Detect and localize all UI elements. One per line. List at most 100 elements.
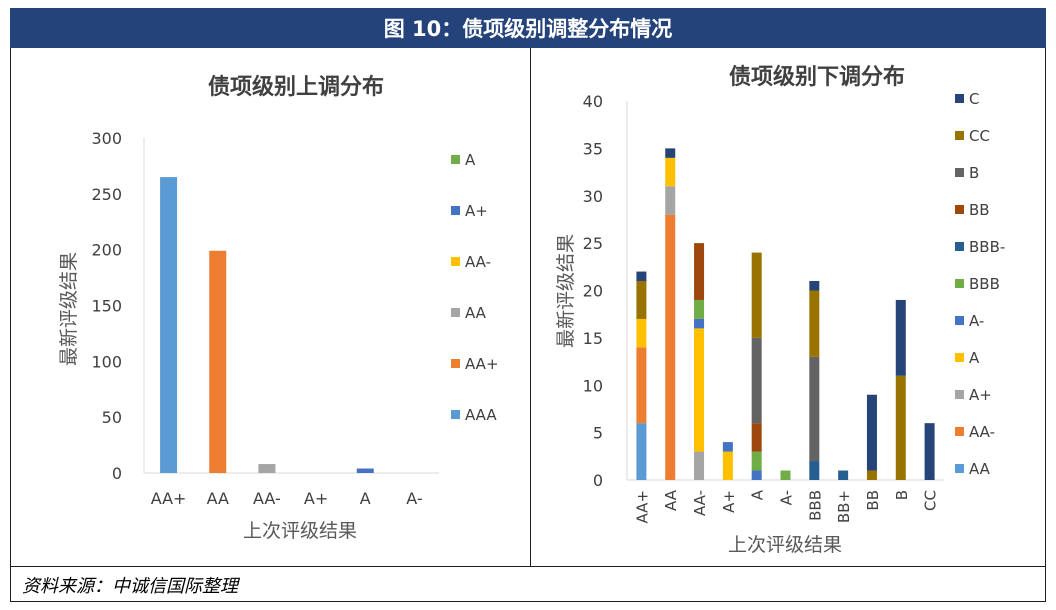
bar-segment — [809, 461, 820, 480]
bar-segment — [809, 356, 820, 462]
bar-segment — [356, 468, 374, 473]
y-tick-label: 50 — [102, 408, 122, 427]
y-axis-title: 最新评级结果 — [58, 252, 80, 366]
bar-segment — [694, 328, 705, 452]
bar-segment — [694, 451, 705, 480]
bar-segment — [636, 318, 647, 348]
legend-swatch — [451, 410, 460, 419]
bar-segment — [751, 451, 762, 471]
panel-divider — [530, 48, 531, 566]
x-tick-label: CC — [922, 490, 940, 511]
legend-swatch — [955, 353, 964, 362]
chart-title: 债项级别上调分布 — [208, 74, 384, 100]
legend-swatch — [955, 390, 964, 399]
x-tick-label: AA — [207, 489, 229, 508]
legend-label: BBB — [969, 275, 1000, 293]
x-tick-label: BB — [864, 490, 882, 511]
bar-segment — [636, 281, 647, 319]
bar-segment — [694, 243, 705, 300]
x-tick-label: A- — [778, 490, 796, 505]
legend-label: AA+ — [465, 355, 499, 373]
x-tick-label: AA- — [253, 489, 281, 508]
legend-label: A+ — [465, 202, 488, 220]
x-tick-label: B — [893, 490, 911, 500]
bar-segment — [895, 375, 906, 480]
legend-label: B — [969, 164, 979, 182]
x-tick-label: A+ — [720, 490, 738, 513]
x-tick-label: A — [360, 489, 371, 508]
legend-label: BBB- — [969, 238, 1005, 256]
bar-segment — [636, 423, 647, 480]
bar-segment — [722, 451, 733, 480]
x-tick-label: AA — [662, 489, 680, 511]
bar-segment — [866, 470, 877, 480]
y-tick-label: 5 — [593, 424, 603, 443]
y-tick-label: 20 — [583, 282, 603, 301]
bar-segment — [751, 337, 762, 424]
bar-segment — [895, 299, 906, 376]
legend-swatch — [451, 308, 460, 317]
x-tick-label: BBB — [806, 490, 824, 521]
chart-title: 债项级别下调分布 — [729, 64, 905, 90]
bar-segment — [636, 271, 647, 282]
y-tick-label: 10 — [583, 376, 603, 395]
legend-label: BB — [969, 201, 990, 219]
bar-segment — [258, 464, 276, 473]
y-tick-label: 100 — [91, 352, 122, 371]
bar-segment — [838, 470, 849, 480]
legend-label: A — [465, 151, 476, 169]
figure-title: 图 10：债项级别调整分布情况 — [10, 8, 1046, 48]
bar-segment — [809, 281, 820, 291]
y-tick-label: 150 — [91, 297, 122, 316]
bar-segment — [694, 299, 705, 319]
legend-label: A — [969, 349, 980, 367]
x-tick-label: A- — [406, 489, 422, 508]
y-tick-label: 15 — [583, 329, 603, 348]
legend-swatch — [955, 131, 964, 140]
y-tick-label: 30 — [583, 187, 603, 206]
legend-label: A- — [969, 312, 984, 330]
bar-segment — [665, 186, 676, 215]
bar-segment — [665, 148, 676, 158]
bar-segment — [751, 470, 762, 480]
legend-swatch — [451, 359, 460, 368]
bar-segment — [665, 157, 676, 187]
y-tick-label: 200 — [91, 241, 122, 260]
source-note: 资料来源：中诚信国际整理 — [22, 576, 238, 597]
bar-segment — [751, 252, 762, 338]
legend-label: AA — [465, 304, 487, 322]
legend-label: AA- — [969, 423, 995, 441]
bar-segment — [694, 318, 705, 329]
bar-segment — [924, 423, 935, 480]
y-tick-label: 40 — [583, 92, 603, 111]
x-tick-label: BB+ — [835, 490, 853, 523]
legend-swatch — [955, 205, 964, 214]
bar-segment — [160, 177, 178, 474]
legend-label: CC — [969, 127, 990, 145]
bar-segment — [866, 394, 877, 471]
x-tick-label: A+ — [304, 489, 328, 508]
x-tick-label: AA+ — [633, 490, 651, 524]
x-tick-label: A — [749, 489, 767, 500]
legend-swatch — [451, 257, 460, 266]
legend-swatch — [451, 206, 460, 215]
y-tick-label: 250 — [91, 185, 122, 204]
legend-swatch — [955, 464, 964, 473]
bar-segment — [751, 423, 762, 452]
x-tick-label: AA- — [691, 490, 709, 516]
legend-swatch — [955, 427, 964, 436]
legend-label: AA- — [465, 253, 491, 271]
legend-swatch — [955, 316, 964, 325]
bar-segment — [809, 290, 820, 357]
y-tick-label: 35 — [583, 139, 603, 158]
figure-frame — [10, 8, 1046, 602]
legend-swatch — [955, 242, 964, 251]
y-tick-label: 0 — [112, 464, 122, 483]
bar-segment — [636, 347, 647, 424]
x-axis-title: 上次评级结果 — [728, 534, 842, 556]
legend-swatch — [955, 168, 964, 177]
legend-label: AA — [969, 460, 991, 478]
legend-label: A+ — [969, 386, 992, 404]
x-tick-label: AA+ — [151, 489, 187, 508]
